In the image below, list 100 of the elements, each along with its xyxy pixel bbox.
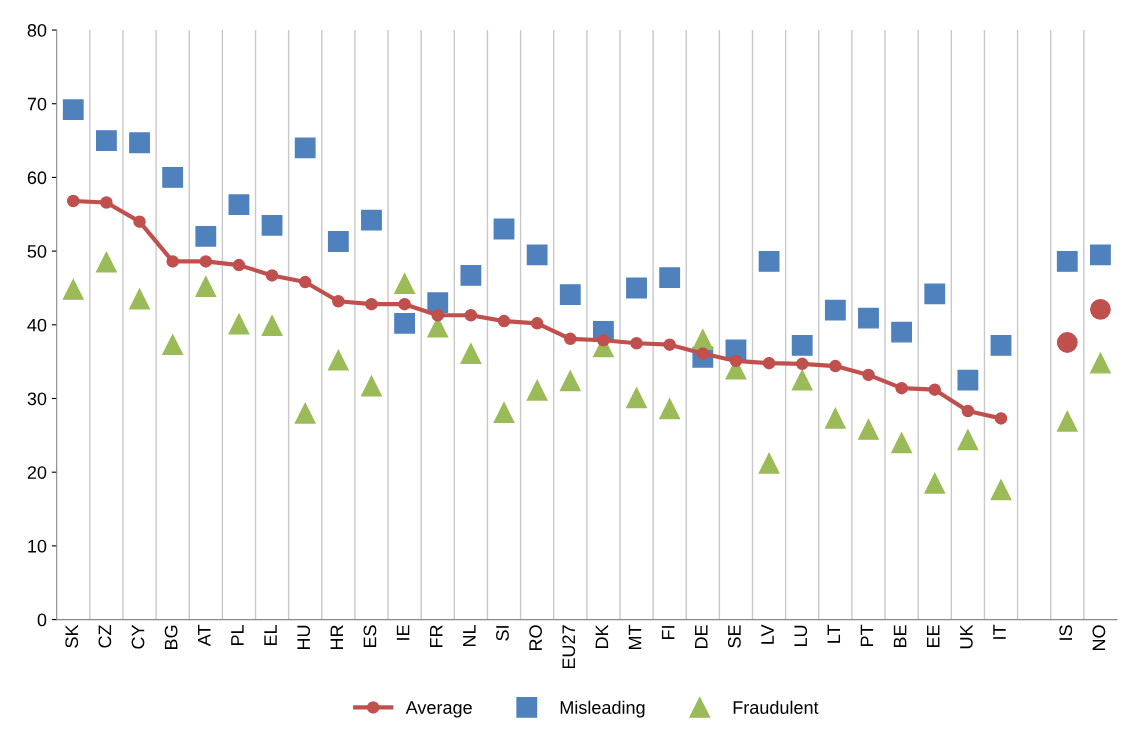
- x-tick-label: EU27: [562, 625, 576, 669]
- point: [597, 334, 610, 347]
- y-tick-label: 20: [27, 466, 47, 479]
- point: [431, 308, 444, 322]
- point: [990, 335, 1012, 356]
- point: [261, 214, 283, 236]
- x-tick-label: NO: [1092, 625, 1106, 651]
- point: [95, 251, 117, 273]
- point: [332, 294, 345, 308]
- point: [129, 132, 150, 154]
- x-tick-label: IE: [396, 625, 410, 640]
- point: [994, 412, 1008, 425]
- point: [762, 356, 776, 370]
- x-tick-label: SE: [728, 625, 741, 648]
- x-tick-label: MT: [628, 624, 642, 650]
- point: [659, 267, 681, 289]
- y-tick-label: 30: [27, 392, 47, 406]
- point: [133, 215, 146, 228]
- point: [891, 321, 913, 343]
- x-tick-label: EE: [927, 625, 940, 648]
- y-tick-label: 60: [27, 171, 47, 185]
- point: [663, 338, 676, 351]
- x-tick-label: SK: [65, 624, 79, 648]
- point: [795, 357, 809, 371]
- point: [990, 479, 1012, 501]
- point: [394, 273, 416, 294]
- x-tick-label: DE: [695, 625, 708, 649]
- point: [195, 225, 217, 247]
- point: [361, 375, 382, 397]
- point: [493, 402, 515, 423]
- y-tick-label: 10: [28, 539, 47, 553]
- x-tick-label: LT: [827, 624, 841, 643]
- point: [365, 297, 378, 311]
- point: [824, 299, 846, 321]
- point: [162, 334, 184, 356]
- point: [961, 404, 975, 418]
- point: [564, 332, 577, 346]
- point: [862, 368, 875, 382]
- point: [129, 288, 150, 310]
- x-tick-label: EL: [264, 625, 277, 646]
- y-tick-label: 80: [27, 23, 47, 37]
- point: [1090, 352, 1111, 374]
- x-tick-label: DK: [595, 624, 609, 649]
- point: [327, 231, 349, 252]
- x-tick-label: HR: [330, 625, 344, 650]
- point: [824, 407, 846, 429]
- point: [1090, 244, 1111, 266]
- y-tick-label: 70: [27, 97, 47, 111]
- point: [361, 209, 382, 231]
- x-tick-label: FR: [429, 625, 443, 648]
- point: [858, 419, 879, 440]
- point: [464, 308, 478, 322]
- point: [162, 167, 184, 188]
- point: [895, 381, 908, 395]
- point: [294, 137, 316, 159]
- x-tick-label: IS: [1059, 625, 1073, 640]
- point: [924, 472, 946, 494]
- point: [261, 315, 283, 336]
- point: [758, 251, 780, 272]
- point: [1056, 251, 1078, 272]
- legend-label: Average: [405, 701, 472, 718]
- point: [460, 343, 482, 364]
- x-tick-label: PL: [231, 625, 244, 646]
- point: [62, 99, 84, 121]
- point: [95, 130, 117, 151]
- point: [659, 398, 681, 420]
- y-tick-label: 0: [37, 613, 47, 627]
- x-tick-label: CY: [131, 624, 145, 649]
- point: [692, 329, 714, 350]
- point: [427, 292, 449, 314]
- point: [626, 387, 647, 409]
- x-tick-label: PT: [860, 624, 874, 647]
- point: [559, 284, 581, 306]
- x-tick-label: HU: [297, 625, 311, 650]
- x-tick-label: FI: [661, 626, 675, 639]
- point: [298, 275, 312, 289]
- point: [228, 313, 250, 335]
- point: [62, 279, 84, 300]
- point: [265, 269, 279, 282]
- point: [791, 335, 813, 356]
- x-tick-label: BE: [893, 625, 907, 648]
- legend-label: Fraudulent: [733, 700, 819, 714]
- x-tick-label: AT: [198, 624, 211, 647]
- x-tick-label: IT: [993, 624, 1006, 639]
- x-tick-label: BG: [164, 625, 178, 650]
- x-tick-label: LV: [761, 624, 774, 644]
- point: [394, 312, 416, 334]
- point: [228, 194, 250, 216]
- point: [957, 429, 979, 451]
- x-tick-label: ES: [363, 625, 377, 648]
- point: [791, 369, 813, 391]
- y-tick-label: 50: [27, 245, 47, 258]
- point: [530, 317, 544, 330]
- x-tick-label: CZ: [98, 625, 112, 648]
- point: [758, 452, 780, 474]
- point: [891, 432, 913, 454]
- point: [924, 283, 946, 305]
- point: [526, 244, 548, 266]
- x-tick-label: SI: [496, 626, 509, 641]
- point: [1056, 410, 1078, 432]
